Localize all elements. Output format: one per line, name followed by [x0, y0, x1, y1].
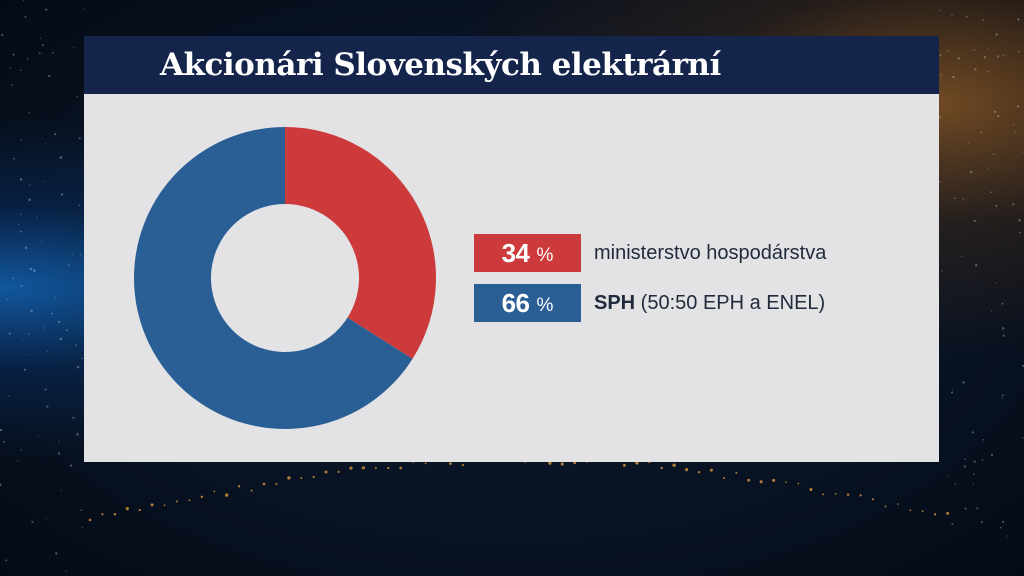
legend-unit: % — [536, 244, 554, 266]
legend-label-text: ministerstvo hospodárstva — [594, 242, 827, 264]
legend-swatch-red: 34 % — [474, 234, 581, 272]
title-bar: Akcionári Slovenských elektrární — [84, 36, 939, 94]
donut-slice-sph — [134, 127, 413, 429]
legend-label-bold: SPH — [594, 292, 636, 314]
legend-label: SPH (50:50 EPH a ENEL) — [594, 284, 825, 322]
legend-label: ministerstvo hospodárstva — [594, 234, 826, 272]
legend-label-text: (50:50 EPH a ENEL) — [635, 292, 826, 314]
legend-value: 34 — [501, 237, 530, 268]
donut-slice-ministerstvo — [285, 127, 436, 359]
legend-value: 66 — [501, 287, 530, 318]
legend-item-sph: 66 % SPH (50:50 EPH a ENEL) — [474, 284, 934, 322]
legend-swatch-blue: 66 % — [474, 284, 581, 322]
chart-panel: 34 % ministerstvo hospodárstva 66 % SPH … — [84, 94, 939, 462]
legend-unit: % — [536, 294, 554, 316]
chart-title: Akcionári Slovenských elektrární — [160, 47, 721, 83]
donut-chart — [134, 127, 436, 429]
legend-item-ministerstvo: 34 % ministerstvo hospodárstva — [474, 234, 934, 272]
